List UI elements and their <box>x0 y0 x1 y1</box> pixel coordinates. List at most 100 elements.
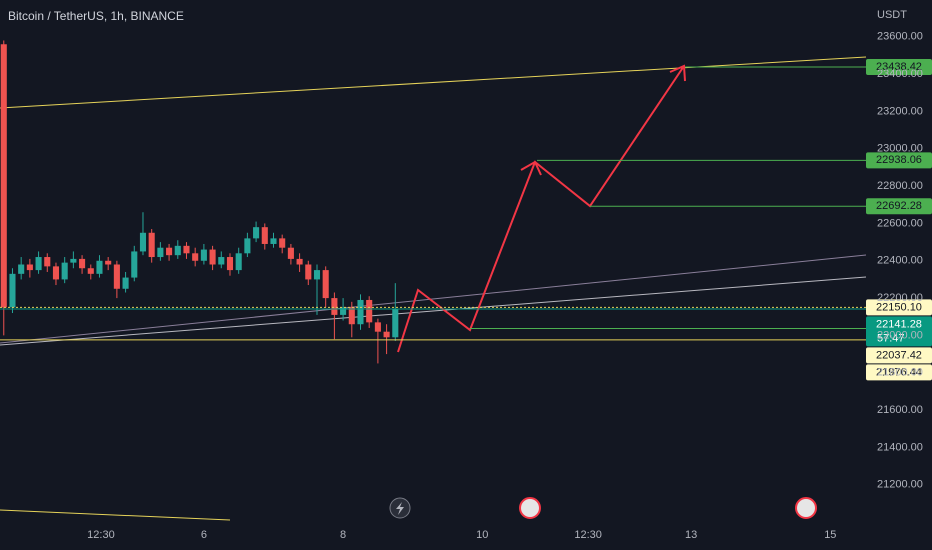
candle-body <box>392 309 399 338</box>
arrow-head <box>520 160 542 176</box>
candle-body <box>18 264 25 274</box>
candle-body <box>174 245 181 256</box>
candle-body <box>331 298 338 315</box>
y-tick-label: 21800.00 <box>877 367 923 379</box>
candle-body <box>357 299 364 325</box>
candle-body <box>139 232 147 252</box>
candle-body <box>279 238 286 248</box>
price-tag <box>866 152 932 169</box>
x-tick-label: 10 <box>476 529 488 541</box>
projection-path <box>397 65 685 353</box>
price-tag <box>866 347 932 364</box>
candle-body <box>226 257 234 271</box>
y-tick-label: 23200.00 <box>877 105 923 117</box>
candle-body <box>305 264 312 280</box>
candle-body <box>200 249 207 261</box>
event-icon[interactable] <box>519 497 541 519</box>
candle-body <box>366 299 373 323</box>
candle-body <box>287 247 294 259</box>
drawings <box>0 56 867 521</box>
x-tick-label: 15 <box>824 529 836 541</box>
price-tag <box>866 58 932 75</box>
candle-body <box>131 251 138 278</box>
y-tick-label: 22800.00 <box>877 180 923 192</box>
trend-line <box>0 56 867 109</box>
x-tick-label: 8 <box>340 529 346 541</box>
y-tick-label: 22200.00 <box>877 292 923 304</box>
arrow-head <box>669 64 686 82</box>
candle-body <box>157 247 164 258</box>
candle-body <box>183 245 190 254</box>
candle-body <box>52 266 60 280</box>
x-tick-label: 12:30 <box>574 529 602 541</box>
price-tag-label: 21976.44 <box>876 366 922 378</box>
candle-body <box>113 264 120 289</box>
y-tick-label: 21400.00 <box>877 441 923 453</box>
candle-body <box>87 268 94 274</box>
candle-body <box>235 253 242 271</box>
countdown: 57:47 <box>877 332 905 344</box>
y-tick-label: 21200.00 <box>877 479 923 491</box>
levels: 23438.42 22938.06 22692.28 22150.10 22141.28… <box>0 58 932 381</box>
candle-body <box>79 258 86 269</box>
candle-body <box>244 238 251 254</box>
candle-body <box>70 258 77 263</box>
chart-title: Bitcoin / TetherUS, 1h, BINANCE <box>8 9 184 23</box>
y-tick-label: 23600.00 <box>877 31 923 43</box>
event-icons <box>389 497 817 519</box>
x-tick-label: 6 <box>201 529 207 541</box>
icon-glyph <box>396 502 404 515</box>
y-tick-label: 21600.00 <box>877 404 923 416</box>
candle-body <box>340 307 347 315</box>
price-tag-label: 22141.28 <box>876 318 922 330</box>
candle-body <box>105 260 112 265</box>
y-tick-label: 23000.00 <box>877 143 923 155</box>
candle-body <box>122 277 129 289</box>
candle-body <box>218 257 225 265</box>
price-tag-label: 23438.42 <box>876 61 922 73</box>
price-tag <box>866 198 932 215</box>
candle-body <box>348 307 355 325</box>
y-tick-label: 22000.00 <box>877 329 923 341</box>
x-tick-label: 13 <box>685 529 697 541</box>
trend-line <box>0 254 867 344</box>
candle-body <box>313 270 321 280</box>
candle-body <box>253 227 260 239</box>
candle-body <box>96 260 103 274</box>
candle-body <box>166 247 173 256</box>
candles <box>0 40 399 364</box>
candle-body <box>374 322 381 332</box>
candle-body <box>209 249 216 265</box>
candle-body <box>270 238 277 244</box>
candle-body <box>35 257 42 271</box>
price-tag <box>866 364 932 381</box>
price-tag-label: 22150.10 <box>876 301 922 313</box>
candle-body <box>9 273 16 308</box>
trend-line <box>0 276 867 346</box>
price-tag <box>866 299 932 316</box>
candle-body <box>26 264 33 271</box>
price-tag-label: 22938.06 <box>876 154 922 166</box>
price-tag-label: 22037.42 <box>876 349 922 361</box>
y-tick-label: 23400.00 <box>877 68 923 80</box>
candle-body <box>44 257 51 267</box>
y-tick-label: 22600.00 <box>877 217 923 229</box>
candle-body <box>296 258 303 265</box>
price-tag <box>866 316 932 347</box>
candle-body <box>322 270 329 299</box>
y-tick-label: 22400.00 <box>877 255 923 267</box>
candle-body <box>192 253 199 261</box>
candle-body <box>61 262 68 280</box>
candle-body <box>148 232 155 258</box>
trend-line <box>0 509 231 521</box>
price-tag-label: 22692.28 <box>876 200 922 212</box>
candle-body <box>261 227 268 244</box>
x-tick-label: 12:30 <box>87 529 115 541</box>
candle-body <box>383 331 390 338</box>
event-icon[interactable] <box>795 497 817 519</box>
candle-body <box>0 44 7 308</box>
y-axis-label: USDT <box>877 9 907 21</box>
